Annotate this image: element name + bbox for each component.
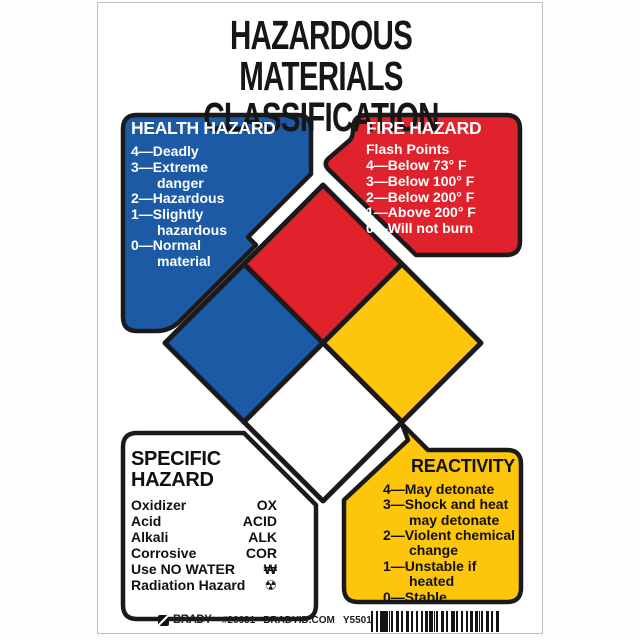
scale-line: material (157, 253, 211, 270)
reactivity-panel-shape (341, 421, 524, 605)
scale-line: 4—Deadly (131, 143, 199, 160)
scale-line: heated (409, 573, 455, 590)
specific-panel-shape (120, 430, 319, 622)
fire-hazard-subtitle: Flash Points (366, 141, 450, 158)
scale-line: 2—Violent chemical (383, 527, 516, 544)
spec-hazard-code: ☢ (264, 577, 277, 593)
sign-title-line2: CLASSIFICATION (203, 94, 439, 140)
spec-hazard-label: Corrosive (131, 545, 197, 561)
scale-line: change (409, 542, 459, 559)
specific-hazard-title-line1: SPECIFIC (131, 448, 221, 470)
scale-line: 0—Will not burn (366, 220, 474, 237)
spec-hazard-row: Alkali ALK (131, 529, 277, 545)
reactivity-scale: 4—May detonate 3—Shock and heat may detona… (383, 480, 523, 605)
scale-line: may detonate (409, 511, 500, 528)
scale-line: 4—Below 73° F (366, 157, 467, 174)
sign-title: HAZARDOUS MATERIALS CLASSIFICATION (160, 15, 481, 138)
spec-hazard-row: Corrosive COR (131, 545, 277, 561)
scale-line: 1—Above 200° F (366, 204, 476, 221)
spec-hazard-label: Use NO WATER (131, 561, 235, 577)
footer: BRADY ® #26631 BRADYID.COM Y55011 (158, 614, 385, 626)
spec-hazard-code: OX (256, 497, 277, 513)
scale-line: 1—Unstable if (383, 557, 477, 574)
website: BRADYID.COM (263, 614, 335, 626)
spec-hazard-label: Alkali (131, 529, 169, 545)
health-hazard-title: HEALTH HAZARD (131, 118, 276, 138)
scale-line: danger (157, 174, 204, 191)
registered-mark: ® (211, 617, 216, 623)
scale-line: 3—Shock and heat (383, 496, 509, 513)
scale-line: 2—Below 200° F (366, 188, 475, 205)
spec-hazard-label: Acid (131, 513, 162, 529)
hazmat-sign: HAZARDOUS MATERIALS CLASSIFICATION HEALT… (97, 2, 543, 634)
brand-name: BRADY (173, 614, 212, 626)
spec-hazard-row: Radiation Hazard ☢ (131, 577, 277, 593)
specific-hazard-title-line2: HAZARD (131, 469, 214, 491)
fire-hazard-scale: 4—Below 73° F 3—Below 100° F 2—Below 200° … (366, 158, 516, 237)
fire-panel-shape (323, 112, 523, 258)
scale-line: 0—Stable (383, 588, 447, 605)
spec-hazard-row: Acid ACID (131, 513, 277, 529)
spec-hazard-code: ₩ (263, 561, 277, 577)
fire-hazard-title: FIRE HAZARD (366, 118, 482, 138)
sign-title-line1: HAZARDOUS MATERIALS (229, 12, 413, 99)
health-hazard-scale: 4—Deadly 3—Extreme danger 2—Hazardous 1—Slig… (131, 144, 301, 270)
scale-line: hazardous (157, 221, 228, 238)
scale-line: 0—Normal (131, 237, 202, 254)
part-number: #26631 (221, 614, 256, 626)
specific-hazard-table: Oxidizer OX Acid ACID Alkali ALK Corrosive COR U… (131, 497, 277, 593)
barcode (371, 611, 499, 632)
reactivity-panel: REACTIVITY 4—May detonate 3—Shock and hea… (383, 456, 523, 605)
health-hazard-panel: HEALTH HAZARD 4—Deadly 3—Extreme danger 2—H… (131, 118, 301, 270)
scale-line: 3—Below 100° F (366, 172, 475, 189)
spec-hazard-row: Oxidizer OX (131, 497, 277, 513)
brady-logo-icon (158, 614, 169, 626)
sign-artwork (120, 112, 524, 622)
sku: Y55011 (342, 614, 377, 626)
scale-line: 3—Extreme (131, 158, 209, 175)
spec-hazard-code: ACID (242, 513, 277, 529)
fire-hazard-panel: FIRE HAZARD Flash Points 4—Below 73° F 3—… (366, 118, 516, 237)
spec-hazard-code: ALK (248, 529, 277, 545)
spec-hazard-label: Radiation Hazard (131, 577, 246, 593)
scale-line: 1—Slightly (131, 206, 204, 223)
spec-hazard-code: COR (245, 545, 277, 561)
scale-line: 4—May detonate (383, 480, 495, 497)
spec-hazard-row: Use NO WATER ₩ (131, 561, 277, 577)
specific-hazard-panel: SPECIFIC HAZARD Oxidizer OX Acid ACID Alkali… (131, 448, 277, 594)
scale-line: 2—Hazardous (131, 190, 225, 207)
reactivity-title: REACTIVITY (411, 456, 516, 476)
spec-hazard-label: Oxidizer (131, 497, 187, 513)
health-panel-shape (120, 112, 314, 334)
